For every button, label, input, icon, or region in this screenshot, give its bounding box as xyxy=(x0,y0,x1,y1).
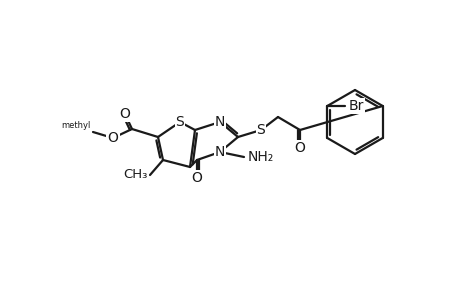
Text: Br: Br xyxy=(347,99,363,113)
Text: O: O xyxy=(294,141,305,155)
Text: O: O xyxy=(191,171,202,185)
Text: N: N xyxy=(214,115,225,129)
Text: O: O xyxy=(107,131,118,145)
Text: CH₃: CH₃ xyxy=(123,169,148,182)
Text: O: O xyxy=(119,107,130,121)
Text: S: S xyxy=(175,115,184,129)
Text: N: N xyxy=(214,145,225,159)
Text: S: S xyxy=(256,123,265,137)
Text: NH₂: NH₂ xyxy=(247,150,274,164)
Text: methyl: methyl xyxy=(62,121,91,130)
